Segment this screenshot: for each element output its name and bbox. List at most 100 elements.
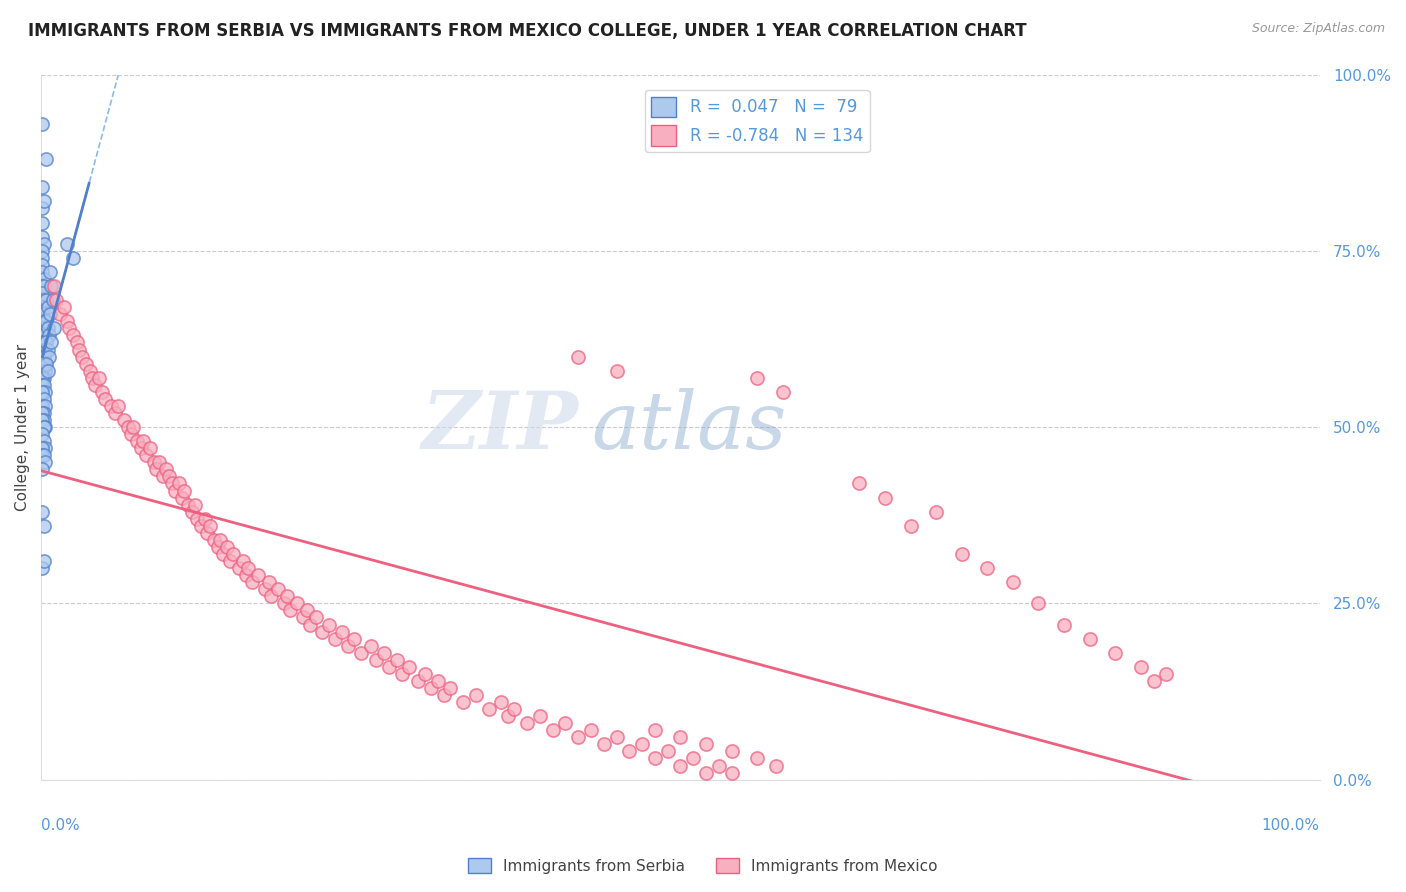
Point	[31, 180, 53, 194]
Point	[34, 321, 56, 335]
Point	[669, 758, 692, 772]
Point	[186, 512, 208, 526]
Point	[32, 448, 55, 462]
Point	[34, 441, 56, 455]
Point	[129, 441, 152, 455]
Point	[100, 399, 122, 413]
Point	[682, 751, 704, 765]
Point	[120, 427, 142, 442]
Point	[31, 286, 53, 301]
Point	[413, 666, 436, 681]
Text: IMMIGRANTS FROM SERBIA VS IMMIGRANTS FROM MEXICO COLLEGE, UNDER 1 YEAR CORRELATI: IMMIGRANTS FROM SERBIA VS IMMIGRANTS FRO…	[28, 22, 1026, 40]
Point	[950, 547, 973, 561]
Point	[323, 632, 346, 646]
Point	[720, 765, 742, 780]
Point	[330, 624, 353, 639]
Point	[31, 364, 53, 378]
Y-axis label: College, Under 1 year: College, Under 1 year	[15, 343, 30, 510]
Point	[125, 434, 148, 449]
Point	[31, 258, 53, 272]
Point	[31, 251, 53, 265]
Point	[215, 540, 238, 554]
Point	[31, 357, 53, 371]
Point	[32, 370, 55, 384]
Point	[873, 491, 896, 505]
Point	[669, 731, 692, 745]
Point	[42, 279, 65, 293]
Point	[87, 370, 110, 384]
Point	[132, 434, 155, 449]
Point	[720, 744, 742, 758]
Point	[644, 751, 666, 765]
Point	[42, 321, 65, 335]
Point	[644, 723, 666, 738]
Text: 100.0%: 100.0%	[1261, 818, 1320, 833]
Point	[31, 202, 53, 216]
Point	[464, 688, 486, 702]
Point	[695, 737, 717, 751]
Point	[32, 357, 55, 371]
Point	[32, 328, 55, 343]
Point	[605, 731, 627, 745]
Point	[378, 660, 401, 674]
Point	[426, 673, 449, 688]
Point	[451, 695, 474, 709]
Point	[1078, 632, 1101, 646]
Point	[167, 476, 190, 491]
Point	[31, 321, 53, 335]
Point	[32, 350, 55, 364]
Point	[295, 603, 318, 617]
Point	[34, 343, 56, 357]
Point	[373, 646, 395, 660]
Point	[219, 554, 242, 568]
Point	[79, 364, 101, 378]
Point	[765, 758, 787, 772]
Point	[62, 328, 84, 343]
Point	[181, 505, 204, 519]
Point	[31, 216, 53, 230]
Point	[318, 617, 340, 632]
Point	[145, 462, 167, 476]
Point	[900, 518, 922, 533]
Point	[516, 716, 538, 731]
Point	[148, 455, 170, 469]
Text: Source: ZipAtlas.com: Source: ZipAtlas.com	[1251, 22, 1385, 36]
Point	[976, 561, 998, 575]
Point	[104, 406, 127, 420]
Point	[32, 314, 55, 328]
Point	[35, 357, 58, 371]
Point	[32, 300, 55, 314]
Point	[41, 293, 63, 307]
Point	[554, 716, 576, 731]
Point	[619, 744, 641, 758]
Point	[37, 300, 59, 314]
Legend: R =  0.047   N =  79, R = -0.784   N = 134: R = 0.047 N = 79, R = -0.784 N = 134	[644, 90, 870, 153]
Point	[32, 392, 55, 406]
Point	[1028, 596, 1050, 610]
Point	[31, 384, 53, 399]
Point	[37, 343, 59, 357]
Point	[1001, 575, 1024, 590]
Point	[433, 688, 456, 702]
Point	[35, 335, 58, 350]
Point	[232, 554, 254, 568]
Point	[31, 279, 53, 293]
Point	[35, 293, 58, 307]
Point	[496, 709, 519, 723]
Point	[195, 525, 218, 540]
Point	[34, 455, 56, 469]
Point	[747, 370, 769, 384]
Point	[32, 406, 55, 420]
Point	[31, 244, 53, 258]
Point	[190, 518, 212, 533]
Point	[311, 624, 333, 639]
Point	[31, 350, 53, 364]
Point	[31, 399, 53, 413]
Point	[253, 582, 276, 597]
Point	[925, 505, 948, 519]
Point	[605, 364, 627, 378]
Point	[207, 540, 229, 554]
Point	[139, 441, 162, 455]
Point	[41, 279, 63, 293]
Point	[350, 646, 373, 660]
